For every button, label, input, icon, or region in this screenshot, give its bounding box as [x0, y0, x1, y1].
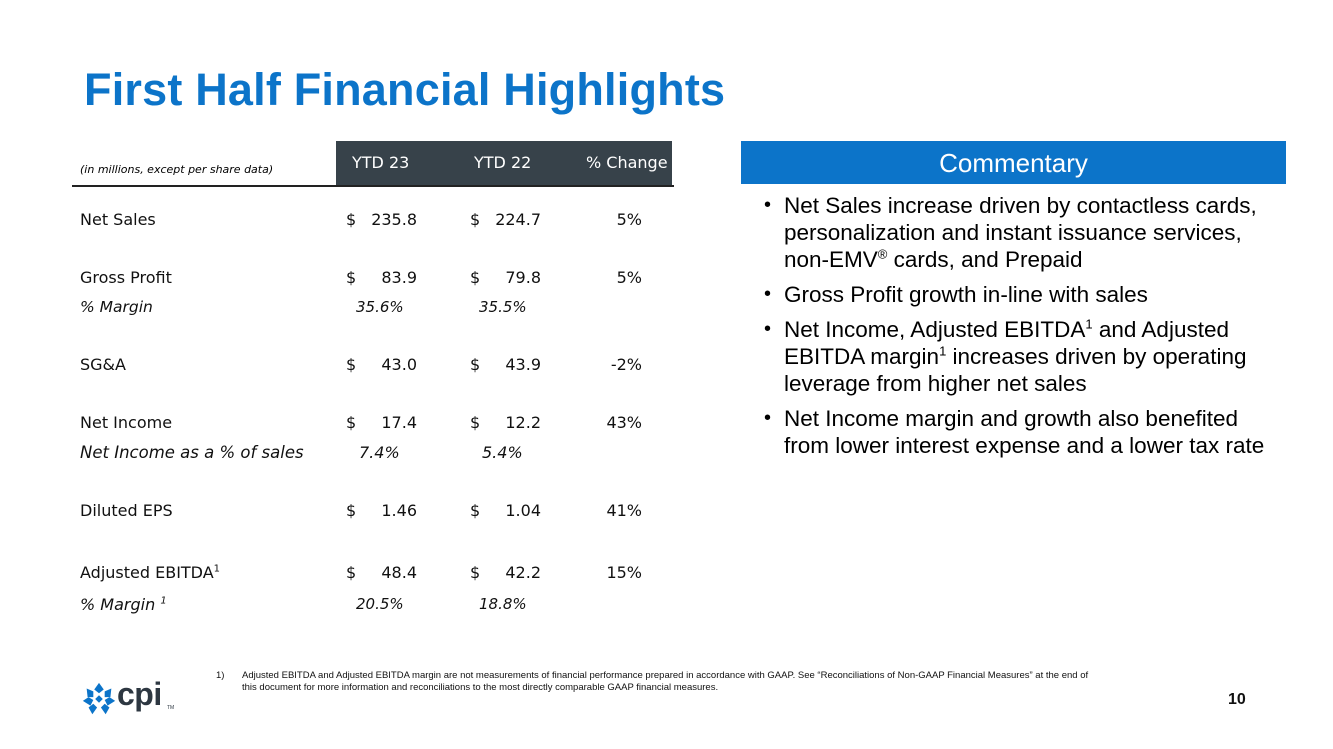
value-ytd22: 18.8%	[479, 595, 527, 613]
value-change: 41%	[606, 501, 642, 520]
value-change: 43%	[606, 413, 642, 432]
currency-symbol: $	[346, 355, 357, 374]
row-label: Net Income	[80, 413, 173, 432]
value-ytd22: 1.04	[505, 501, 541, 520]
row-label: SG&A	[80, 355, 126, 374]
currency-symbol: $	[470, 501, 481, 520]
currency-symbol: $	[346, 501, 357, 520]
bullet-icon: •	[764, 194, 772, 216]
value-ytd23: 17.4	[381, 413, 417, 432]
table-header-rule	[72, 185, 674, 187]
list-item: • Net Sales increase driven by contactle…	[764, 193, 1257, 272]
currency-symbol: $	[470, 413, 481, 432]
bullet-icon: •	[764, 318, 772, 340]
value-ytd23: 83.9	[381, 268, 417, 287]
value-ytd22: 35.5%	[479, 298, 527, 316]
value-ytd22: 43.9	[505, 355, 541, 374]
value-ytd23: 7.4%	[359, 443, 400, 462]
column-header-change: % Change	[586, 153, 668, 172]
currency-symbol: $	[470, 563, 481, 582]
value-ytd23: 43.0	[381, 355, 417, 374]
page-title: First Half Financial Highlights	[84, 64, 726, 115]
value-change: 5%	[616, 210, 642, 229]
row-label: % Margin 1	[80, 595, 167, 614]
value-ytd22: 42.2	[505, 563, 541, 582]
page-number: 10	[1228, 691, 1246, 708]
row-label: % Margin	[80, 298, 153, 316]
cpi-flower-icon	[82, 682, 116, 715]
value-change: 5%	[616, 268, 642, 287]
currency-symbol: $	[470, 268, 481, 287]
footnote-marker: 1	[1085, 316, 1093, 332]
currency-symbol: $	[346, 563, 357, 582]
row-label: Net Income as a % of sales	[80, 443, 304, 462]
commentary-heading: Commentary	[741, 141, 1286, 184]
currency-symbol: $	[470, 210, 481, 229]
value-ytd22: 12.2	[505, 413, 541, 432]
value-ytd22: 224.7	[495, 210, 541, 229]
footnote-text: Adjusted EBITDA and Adjusted EBITDA marg…	[242, 670, 1089, 693]
footnote-number: 1)	[216, 670, 225, 681]
column-header-ytd22: YTD 22	[474, 153, 532, 172]
currency-symbol: $	[470, 355, 481, 374]
list-item: • Net Income margin and growth also bene…	[764, 406, 1265, 458]
currency-symbol: $	[346, 413, 357, 432]
currency-symbol: $	[346, 210, 357, 229]
value-ytd23: 1.46	[381, 501, 417, 520]
value-ytd23: 20.5%	[356, 595, 404, 613]
commentary-list: • Net Sales increase driven by contactle…	[760, 192, 1275, 467]
value-ytd23: 235.8	[371, 210, 417, 229]
bullet-icon: •	[764, 407, 772, 429]
row-label: Diluted EPS	[80, 501, 173, 520]
logo-text: cpi	[117, 676, 162, 712]
value-ytd23: 35.6%	[356, 298, 404, 316]
currency-symbol: $	[346, 268, 357, 287]
row-label: Gross Profit	[80, 268, 172, 287]
table-header: YTD 23 YTD 22 % Change	[336, 141, 672, 185]
list-item: • Gross Profit growth in-line with sales	[764, 282, 1148, 307]
footnote-marker: 1	[160, 595, 167, 607]
logo-trademark: TM	[167, 705, 175, 711]
footnote-marker: 1	[939, 343, 947, 359]
registered-mark: ®	[877, 246, 888, 262]
value-ytd23: 48.4	[381, 563, 417, 582]
value-ytd22: 79.8	[505, 268, 541, 287]
list-item: • Net Income, Adjusted EBITDA1 and Adjus…	[764, 316, 1247, 396]
value-change: 15%	[606, 563, 642, 582]
row-label: Adjusted EBITDA1	[80, 563, 221, 582]
footnote-marker: 1	[213, 563, 221, 575]
bullet-icon: •	[764, 283, 772, 305]
value-change: -2%	[610, 355, 642, 374]
column-header-ytd23: YTD 23	[352, 153, 410, 172]
row-label: Net Sales	[80, 210, 156, 229]
table-units-note: (in millions, except per share data)	[80, 163, 274, 176]
value-ytd22: 5.4%	[482, 443, 523, 462]
